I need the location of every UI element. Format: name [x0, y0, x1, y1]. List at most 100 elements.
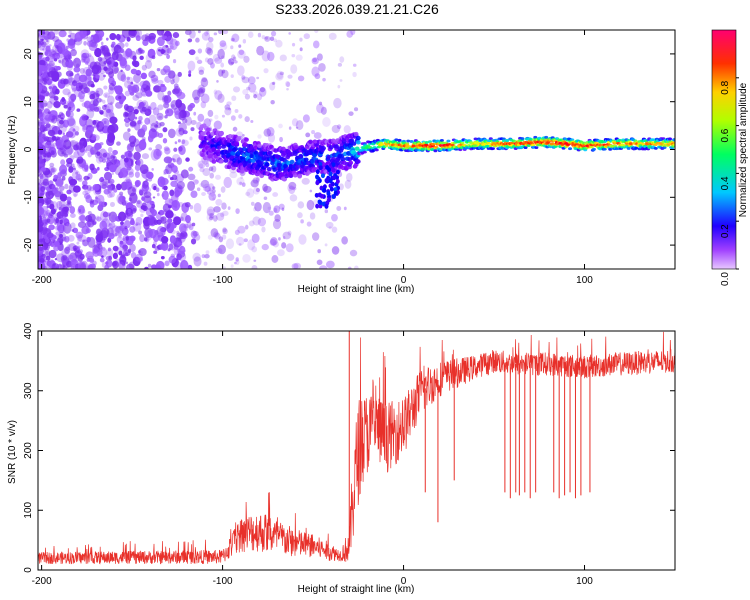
spectrogram-noise-cell: [67, 76, 73, 84]
spectrogram-noise-cell: [161, 240, 169, 251]
spectrogram-ridge-cell: [231, 165, 236, 171]
spectrogram-noise-cell: [96, 106, 102, 113]
spectrogram-noise-cell: [109, 201, 115, 208]
spectrogram-ridge-cell: [672, 143, 675, 146]
spectrogram-noise-cell: [256, 76, 260, 80]
spectrogram-noise-cell: [109, 178, 115, 185]
spectrogram-noise-cell: [106, 164, 110, 169]
spectrogram-noise-cell: [60, 159, 66, 166]
spectrogram-noise-cell: [218, 30, 223, 35]
spectrogram-y-tick-label: 20: [23, 48, 34, 60]
spectrogram-noise-cell: [124, 64, 131, 71]
spectrogram-noise-cell: [108, 83, 115, 91]
spectrogram-noise-cell: [108, 221, 116, 229]
spectrogram-noise-cell: [144, 60, 153, 69]
spectrogram-ridge-cell: [490, 147, 495, 151]
spectrogram-noise-cell: [141, 153, 150, 160]
spectrogram-noise-cell: [105, 255, 111, 261]
spectrogram-noise-cell: [153, 185, 157, 191]
spectrogram-noise-cell: [206, 30, 210, 35]
spectrogram-noise-cell: [167, 128, 176, 139]
spectrogram-noise-cell: [123, 157, 129, 163]
spectrogram-noise-cell: [55, 178, 64, 188]
spectrogram-spur-cell: [320, 173, 325, 179]
spectrogram-noise-cell: [288, 32, 291, 35]
spectrogram-noise-cell: [121, 30, 131, 39]
spectrogram-noise-cell: [221, 114, 225, 118]
spectrogram-noise-cell: [352, 63, 357, 67]
spectrogram-spur-cell: [328, 178, 333, 184]
spectrogram-noise-cell: [250, 201, 255, 206]
spectrogram-noise-cell: [72, 128, 76, 132]
spectrogram-noise-cell: [61, 96, 66, 102]
spectrogram-spur-cell: [318, 165, 323, 171]
spectrogram-noise-cell: [53, 100, 61, 108]
spectrogram-noise-cell: [93, 106, 100, 112]
spectrogram-noise-cell: [339, 79, 343, 82]
spectrogram-noise-cell: [157, 49, 162, 52]
spectrogram-noise-cell: [119, 191, 124, 196]
spectrogram-noise-cell: [164, 75, 172, 83]
colorbar-tick-label: 0.6: [720, 128, 731, 142]
colorbar-tick-label: 0.2: [720, 224, 731, 238]
spectrogram-noise-cell: [141, 34, 149, 42]
spectrogram-noise-cell: [176, 181, 185, 190]
spectrogram-noise-cell: [188, 73, 192, 77]
spectrogram-noise-cell: [312, 57, 318, 63]
spectrogram-noise-cell: [133, 151, 141, 161]
spectrogram-noise-cell: [153, 250, 158, 254]
spectrogram-noise-cell: [350, 30, 356, 36]
spectrogram-noise-cell: [69, 206, 76, 214]
spectrogram-noise-cell: [344, 179, 352, 189]
spectrogram-noise-cell: [72, 57, 81, 69]
spectrogram-noise-cell: [171, 42, 174, 46]
spectrogram-noise-cell: [62, 119, 70, 128]
spectrogram-noise-cell: [134, 164, 141, 172]
spectrogram-noise-cell: [170, 194, 179, 203]
figure-title: S233.2026.039.21.21.C26: [275, 1, 439, 17]
spectrogram-noise-cell: [81, 239, 89, 247]
spectrogram-y-label: Frequency (Hz): [7, 116, 18, 185]
spectrogram-noise-cell: [279, 71, 285, 76]
spectrogram-noise-cell: [230, 115, 236, 121]
spectrogram-noise-cell: [194, 179, 199, 184]
spectrogram-noise-cell: [39, 59, 46, 66]
spectrogram-noise-cell: [81, 226, 90, 235]
spectrogram-ridge-cell: [355, 140, 361, 145]
spectrogram-noise-cell: [269, 36, 275, 41]
spectrogram-noise-cell: [212, 197, 216, 201]
spectrogram-noise-cell: [47, 111, 51, 115]
spectrogram-noise-cell: [262, 183, 268, 192]
spectrogram-noise-cell: [66, 157, 73, 165]
spectrogram-noise-cell: [119, 224, 126, 232]
spectrogram-x-tick-label: 100: [576, 275, 593, 286]
spectrogram-noise-cell: [139, 234, 145, 243]
spectrogram-noise-cell: [71, 229, 75, 232]
spectrogram-noise-cell: [70, 258, 77, 266]
spectrogram-noise-cell: [48, 116, 53, 120]
spectrogram-noise-cell: [52, 35, 60, 43]
spectrogram-noise-cell: [111, 172, 114, 175]
spectrogram-noise-cell: [72, 252, 81, 262]
spectrogram-noise-cell: [170, 180, 179, 188]
spectrogram-noise-cell: [89, 263, 96, 269]
spectrogram-noise-cell: [187, 60, 196, 72]
spectrogram-noise-cell: [101, 158, 107, 163]
spectrogram-noise-cell: [107, 95, 115, 106]
spectrogram-noise-cell: [272, 192, 279, 197]
spectrogram-noise-cell: [50, 115, 58, 124]
spectrogram-noise-cell: [114, 232, 118, 237]
spectrogram-noise-cell: [267, 132, 276, 143]
spectrogram-noise-cell: [132, 208, 137, 212]
snr-y-tick-label: 0: [23, 567, 34, 573]
spectrogram-noise-cell: [139, 109, 143, 113]
spectrogram-noise-cell: [193, 111, 197, 116]
spectrogram-noise-cell: [224, 104, 231, 111]
spectrogram-noise-cell: [44, 249, 51, 258]
spectrogram-noise-cell: [120, 221, 124, 226]
spectrogram-noise-cell: [200, 89, 204, 93]
spectrogram-noise-cell: [138, 101, 145, 108]
spectrogram-noise-cell: [70, 265, 75, 269]
spectrogram-noise-cell: [144, 189, 148, 194]
spectrogram-noise-cell: [205, 47, 212, 54]
